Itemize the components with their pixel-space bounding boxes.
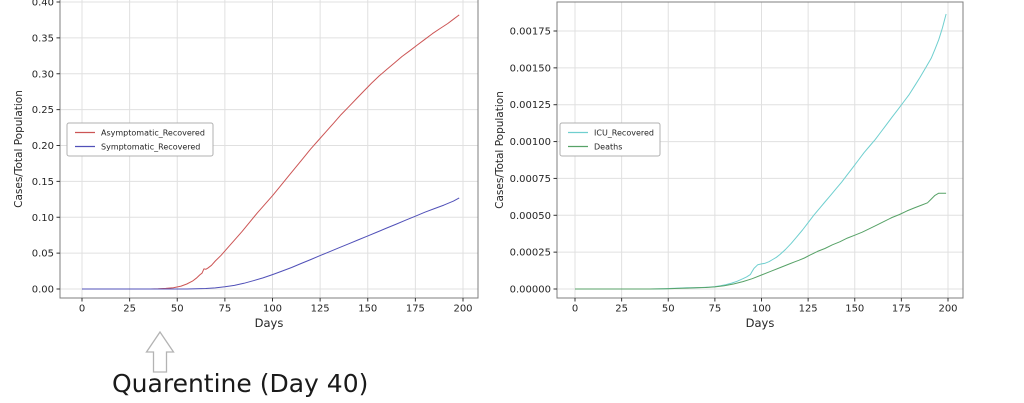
x-tick-label: 50 [662, 304, 675, 315]
y-tick-label: 0.20 [32, 141, 54, 152]
x-tick-label: 175 [406, 304, 425, 315]
x-tick-label: 100 [263, 304, 282, 315]
legend-label-asymptomatic-recovered: Asymptomatic_Recovered [101, 129, 205, 138]
legend-box [66, 122, 214, 157]
x-tick-label: 0 [79, 304, 85, 315]
y-tick-label: 0.40 [32, 0, 54, 9]
y-tick-label: 0.05 [32, 249, 54, 260]
y-tick-label: 0.00025 [510, 248, 551, 259]
x-tick-label: 150 [845, 304, 864, 315]
legend-label-icu-recovered: ICU_Recovered [594, 129, 654, 138]
x-tick-label: 200 [938, 304, 957, 315]
y-tick-label: 0.00175 [510, 26, 551, 37]
asymptomatic-recovered-line [82, 14, 460, 290]
x-tick-label: 125 [311, 304, 330, 315]
x-tick-label: 75 [219, 304, 232, 315]
x-axis-label: Days [255, 316, 284, 330]
x-tick-label: 25 [615, 304, 628, 315]
x-tick-label: 200 [453, 304, 472, 315]
x-tick-label: 150 [358, 304, 377, 315]
y-tick-label: 0.00000 [510, 285, 551, 296]
x-tick-label: 0 [572, 304, 578, 315]
plot-frame [59, 0, 479, 299]
legend-box [559, 122, 661, 157]
y-axis-label: Cases/Total Population [13, 90, 25, 208]
y-tick-label: 0.00125 [510, 100, 551, 111]
y-tick-label: 0.00150 [510, 63, 551, 74]
x-tick-label: 100 [752, 304, 771, 315]
quarantine-annotation: Quarentine (Day 40) [112, 369, 369, 398]
legend-label-deaths: Deaths [594, 143, 622, 152]
y-tick-label: 0.35 [32, 33, 54, 44]
right-chart: 0 25 50 75 100 125 150 175 200 0.00000 0.00025 0.00… [494, 1, 964, 330]
plot-frame [556, 1, 964, 299]
quarantine-arrow-icon [145, 330, 175, 373]
y-tick-label: 0.10 [32, 213, 54, 224]
deaths-line [575, 192, 947, 290]
y-tick-label: 0.25 [32, 105, 54, 116]
x-axis-label: Days [746, 316, 775, 330]
symptomatic-recovered-line [82, 197, 460, 290]
y-tick-label: 0.15 [32, 177, 54, 188]
y-tick-label: 0.00100 [510, 137, 551, 148]
x-tick-label: 125 [799, 304, 818, 315]
x-tick-label: 50 [171, 304, 184, 315]
x-tick-label: 175 [892, 304, 911, 315]
y-tick-label: 0.30 [32, 69, 54, 80]
x-tick-label: 25 [123, 304, 136, 315]
y-axis-label: Cases/Total Population [494, 91, 506, 209]
y-tick-label: 0.00075 [510, 174, 551, 185]
left-chart: 0 25 50 75 100 125 150 175 200 0.00 0.05 0.10 0.15 0.… [13, 0, 479, 330]
x-tick-label: 75 [709, 304, 722, 315]
y-tick-label: 0.00 [32, 285, 54, 296]
legend-label-symptomatic-recovered: Symptomatic_Recovered [101, 143, 200, 152]
y-tick-label: 0.00050 [510, 211, 551, 222]
